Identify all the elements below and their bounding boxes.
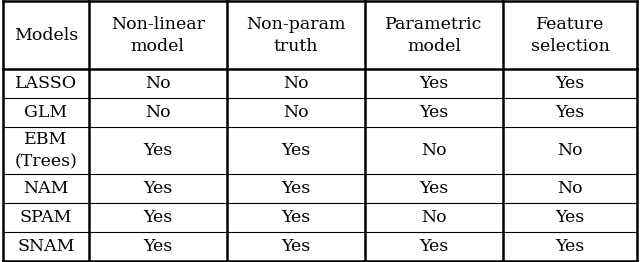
Text: Yes: Yes [419,238,449,255]
Text: Yes: Yes [282,209,310,226]
Text: Yes: Yes [556,209,584,226]
Text: Yes: Yes [419,75,449,92]
Text: No: No [283,75,308,92]
Text: Yes: Yes [282,238,310,255]
Text: No: No [421,209,447,226]
Text: LASSO: LASSO [15,75,77,92]
Text: Parametric
model: Parametric model [385,16,483,55]
Text: Yes: Yes [556,104,584,121]
Text: Yes: Yes [419,180,449,197]
Text: SNAM: SNAM [17,238,75,255]
Text: Yes: Yes [143,180,172,197]
Text: Non-linear
model: Non-linear model [111,16,205,55]
Text: No: No [283,104,308,121]
Text: Yes: Yes [143,209,172,226]
Text: Yes: Yes [556,75,584,92]
Text: Yes: Yes [282,142,310,159]
Text: No: No [557,180,583,197]
Text: Yes: Yes [282,180,310,197]
Text: No: No [421,142,447,159]
Text: No: No [145,75,171,92]
Text: GLM: GLM [24,104,68,121]
Text: No: No [145,104,171,121]
Text: Yes: Yes [143,142,172,159]
Text: SPAM: SPAM [20,209,72,226]
Text: EBM
(Trees): EBM (Trees) [15,131,77,170]
Text: Yes: Yes [143,238,172,255]
Text: Models: Models [14,27,78,44]
Text: Non-param
truth: Non-param truth [246,16,346,55]
Text: No: No [557,142,583,159]
Text: NAM: NAM [23,180,68,197]
Text: Yes: Yes [556,238,584,255]
Text: Yes: Yes [419,104,449,121]
Text: Feature
selection: Feature selection [531,16,609,55]
